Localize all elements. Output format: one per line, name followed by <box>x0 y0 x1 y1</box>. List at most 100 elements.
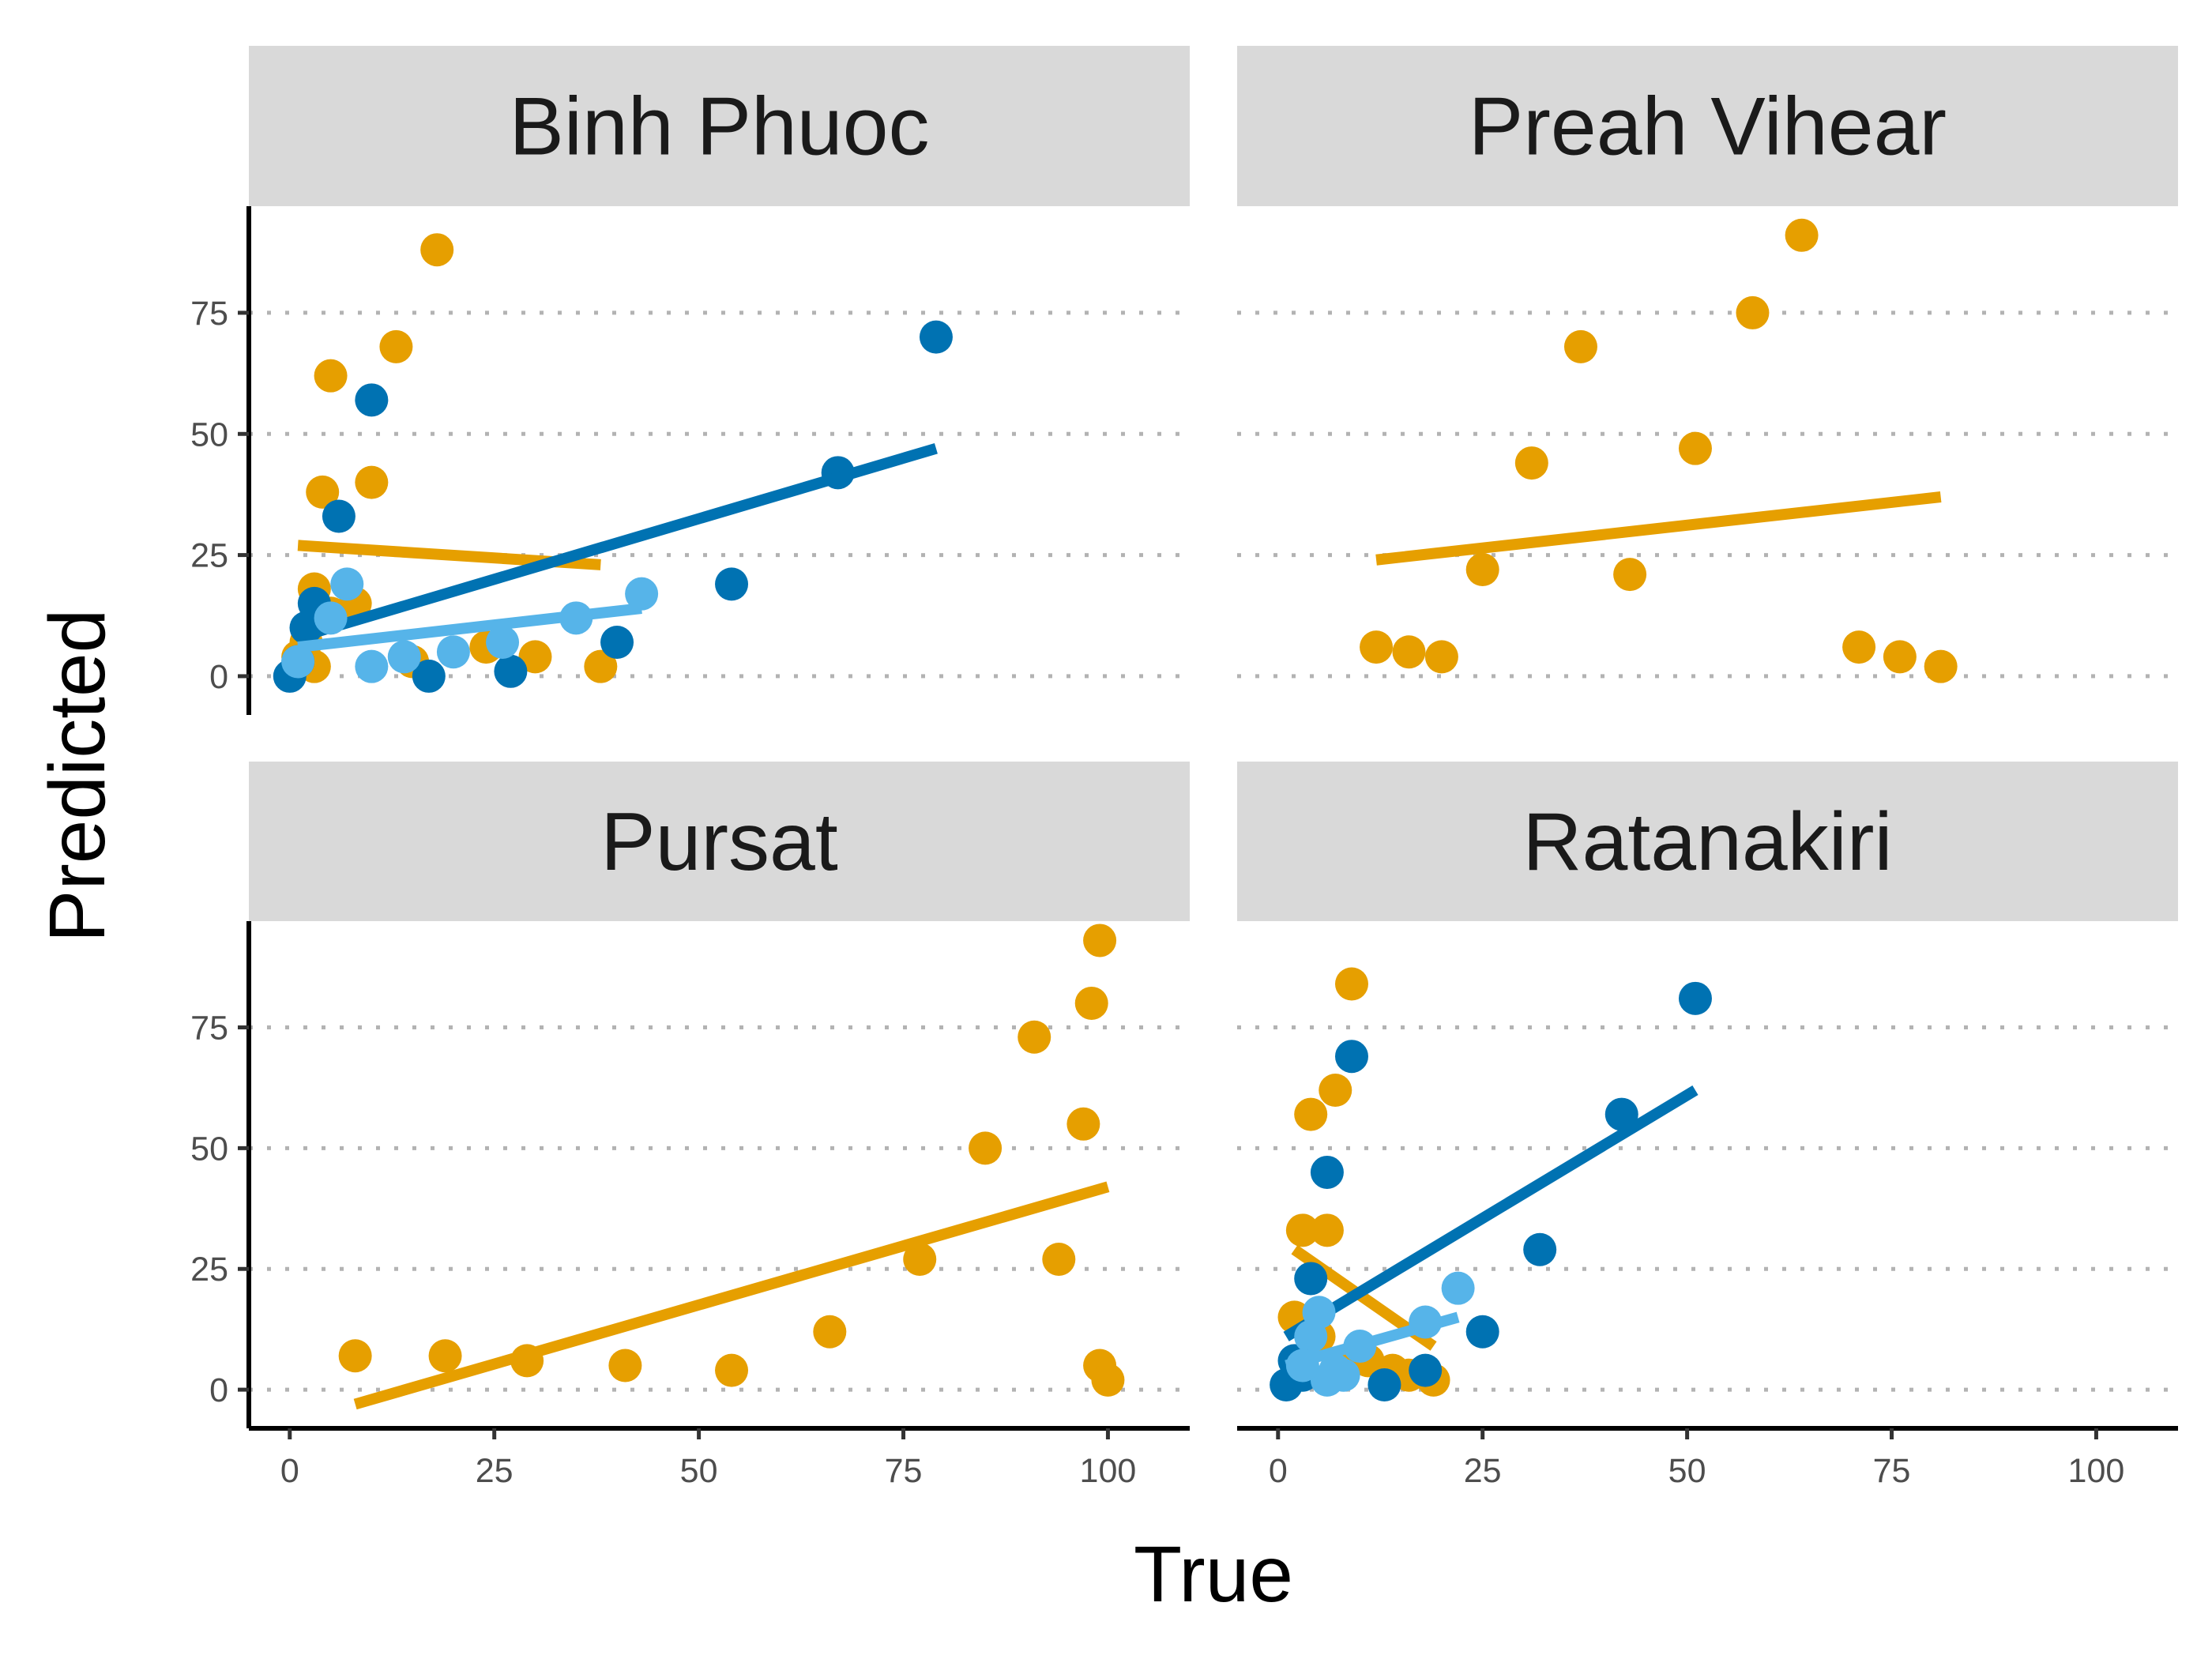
data-point <box>919 320 953 354</box>
data-point <box>1310 1155 1344 1189</box>
x-axis-title: True <box>1134 1530 1293 1619</box>
data-point <box>600 626 634 659</box>
data-point <box>1334 967 1368 1001</box>
data-point <box>813 1315 847 1349</box>
data-point <box>1091 1363 1125 1397</box>
data-point <box>314 601 348 635</box>
facet-strip-label: Pursat <box>600 796 838 888</box>
data-point <box>1294 1262 1328 1296</box>
data-point <box>306 475 340 509</box>
data-point <box>1074 986 1108 1020</box>
data-point <box>494 654 528 688</box>
group-light-blue <box>281 567 659 683</box>
data-point <box>1613 558 1647 592</box>
data-point <box>715 1353 749 1387</box>
data-point <box>1326 1358 1360 1392</box>
data-point <box>1424 640 1458 674</box>
group-orange <box>338 924 1125 1410</box>
data-point <box>379 329 413 363</box>
fit-line <box>1375 491 1942 566</box>
data-point <box>1736 295 1770 329</box>
data-point <box>1465 1315 1499 1349</box>
y-tick-label: 50 <box>190 416 228 453</box>
fit-line <box>1285 1311 1460 1371</box>
group-dark-blue <box>1270 981 1712 1401</box>
facet-ratanakiri: Ratanakiri <box>1237 762 2178 1401</box>
data-point <box>1392 635 1426 669</box>
data-point <box>608 1349 642 1382</box>
data-point <box>625 577 659 611</box>
y-tick-label: 0 <box>209 658 228 696</box>
data-point <box>428 1339 462 1373</box>
data-point <box>1294 1319 1328 1353</box>
data-point <box>281 645 315 679</box>
y-tick-label: 25 <box>190 1251 228 1288</box>
y-tick-label: 75 <box>190 295 228 333</box>
data-point <box>969 1131 1003 1165</box>
data-point <box>322 499 356 533</box>
group-orange <box>1360 218 1958 683</box>
data-point <box>1334 1040 1368 1074</box>
data-point <box>1319 1074 1352 1107</box>
fit-line <box>353 1181 1110 1410</box>
facet-strip <box>1237 762 2178 921</box>
data-point <box>1678 431 1712 465</box>
data-point <box>1367 1367 1401 1401</box>
group-light-blue <box>1285 1271 1475 1397</box>
data-point <box>1523 1232 1557 1266</box>
data-point <box>1883 640 1917 674</box>
x-tick-label: 0 <box>1269 1452 1288 1490</box>
facet-preah-vihear: Preah Vihear <box>1237 46 2178 683</box>
data-point <box>1409 1353 1443 1387</box>
facet-strip-label: Ratanakiri <box>1522 796 1892 888</box>
y-tick-label: 0 <box>209 1371 228 1409</box>
data-point <box>1842 630 1876 664</box>
facet-panels: Binh Phuoc Preah Vihear Pursat Ratanakiri <box>249 46 2178 1410</box>
data-point <box>1678 981 1712 1015</box>
x-tick-label: 100 <box>1080 1452 1137 1490</box>
data-point <box>486 626 520 659</box>
x-tick-label: 75 <box>1873 1452 1911 1490</box>
data-point <box>314 359 348 393</box>
data-point <box>1924 649 1958 683</box>
data-point <box>1465 553 1499 586</box>
facet-binh-phuoc: Binh Phuoc <box>249 46 1190 693</box>
x-tick-label: 25 <box>476 1452 514 1490</box>
data-point <box>436 635 470 669</box>
x-tick-label: 50 <box>1668 1452 1706 1490</box>
facet-strip <box>249 46 1190 206</box>
data-point <box>1310 1213 1344 1247</box>
data-point <box>1563 329 1597 363</box>
x-tick-label: 50 <box>680 1452 718 1490</box>
data-point <box>1066 1107 1100 1141</box>
data-point <box>1604 1097 1638 1131</box>
data-point <box>518 640 552 674</box>
data-point <box>584 649 618 683</box>
data-point <box>903 1243 937 1276</box>
x-tick-label: 100 <box>2068 1452 2125 1490</box>
x-tick-label: 75 <box>885 1452 923 1490</box>
data-point <box>1083 924 1117 957</box>
data-point <box>355 383 389 417</box>
data-point <box>412 659 446 693</box>
group-dark-blue <box>273 320 953 693</box>
facet-strip <box>249 762 1190 921</box>
data-point <box>355 649 389 683</box>
axes: 0 25 50 75 0 25 50 75 0 25 50 75 100 0 25 50 75 100 <box>190 206 2178 1490</box>
data-point <box>715 567 749 601</box>
facet-pursat: Pursat <box>249 762 1190 1410</box>
y-tick-label: 75 <box>190 1010 228 1048</box>
data-point <box>355 465 389 499</box>
data-point <box>1514 446 1548 480</box>
data-point <box>420 233 454 267</box>
fit-line <box>296 442 938 643</box>
data-point <box>1285 1213 1319 1247</box>
data-point <box>1360 630 1394 664</box>
x-tick-label: 25 <box>1464 1452 1502 1490</box>
fit-line <box>1283 1085 1698 1341</box>
data-point <box>1441 1271 1475 1305</box>
facet-strip-label: Binh Phuoc <box>510 81 930 173</box>
data-point <box>330 567 364 601</box>
y-tick-label: 25 <box>190 537 228 575</box>
